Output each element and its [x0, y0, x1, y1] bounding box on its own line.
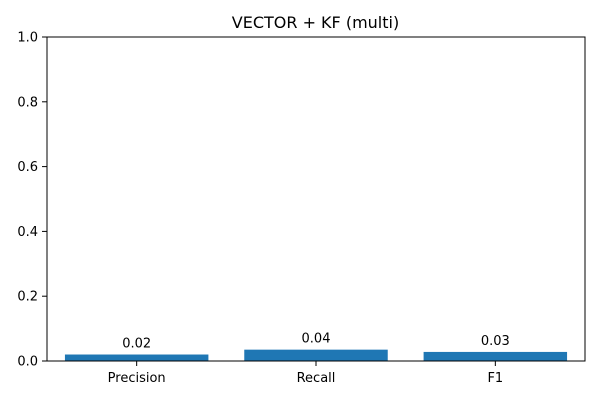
y-tick-label: 0.4	[17, 225, 38, 240]
y-tick-label: 1.0	[17, 31, 38, 46]
data-label-precision: 0.02	[122, 337, 151, 352]
x-tick-label: Recall	[297, 371, 336, 386]
x-tick-label: F1	[487, 371, 503, 386]
bar-recall	[244, 349, 388, 361]
chart-title: VECTOR + KF (multi)	[232, 13, 399, 32]
bar-f1	[423, 351, 568, 361]
y-tick-label: 0.6	[17, 160, 38, 175]
axes-frame	[46, 36, 586, 362]
y-tick-label: 0.0	[17, 355, 38, 370]
y-tick-label: 0.2	[17, 290, 38, 305]
plot-area: 0.02 Precision 0.04 Recall 0.03 F1 0.0 0.2 0.4 0.…	[17, 31, 586, 386]
data-label-recall: 0.04	[302, 332, 331, 347]
data-label-f1: 0.03	[481, 334, 510, 349]
bar-precision	[64, 354, 209, 361]
x-tick-label: Precision	[108, 371, 166, 386]
y-tick-label: 0.8	[17, 95, 38, 110]
